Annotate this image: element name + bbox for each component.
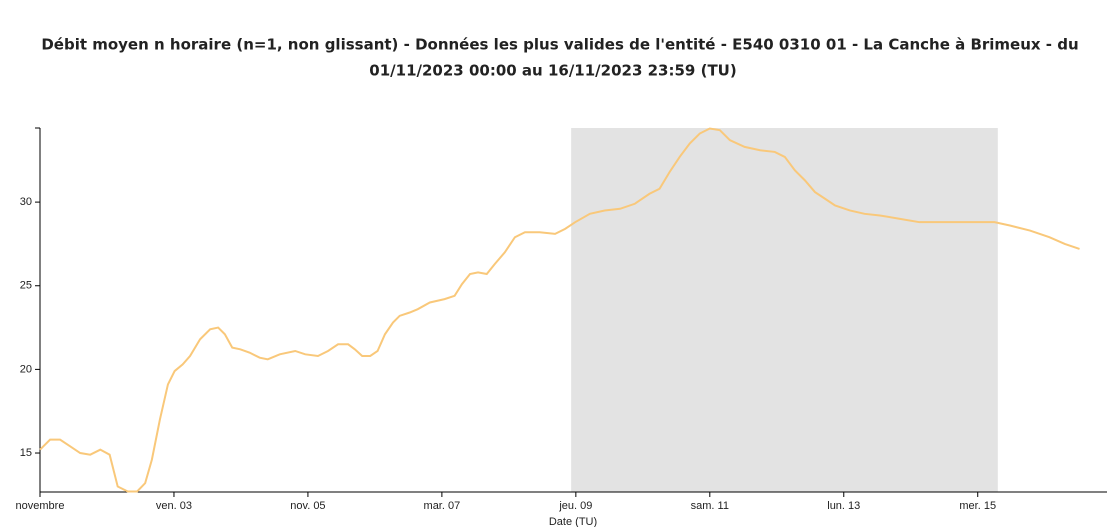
x-tick-label: lun. 13 bbox=[827, 500, 860, 512]
data-line bbox=[39, 127, 1080, 493]
y-tick-label: 15 bbox=[20, 447, 32, 459]
chart-title: Débit moyen n horaire (n=1, non glissant… bbox=[41, 36, 1078, 54]
chart-title: 01/11/2023 00:00 au 16/11/2023 23:59 (TU… bbox=[369, 62, 736, 80]
x-tick-label: sam. 11 bbox=[691, 500, 729, 512]
x-tick-label: mer. 15 bbox=[959, 500, 996, 512]
y-tick-label: 25 bbox=[20, 280, 32, 292]
y-tick-label: 20 bbox=[20, 363, 32, 375]
x-tick-label: novembre bbox=[16, 500, 65, 512]
x-tick-label: mar. 07 bbox=[424, 500, 461, 512]
x-tick-label: nov. 05 bbox=[290, 500, 325, 512]
x-tick-label: ven. 03 bbox=[156, 500, 192, 512]
x-tick-label: jeu. 09 bbox=[558, 500, 592, 512]
x-axis-label: Date (TU) bbox=[549, 516, 597, 527]
shaded-region bbox=[571, 128, 998, 492]
y-tick-label: 30 bbox=[20, 196, 32, 208]
